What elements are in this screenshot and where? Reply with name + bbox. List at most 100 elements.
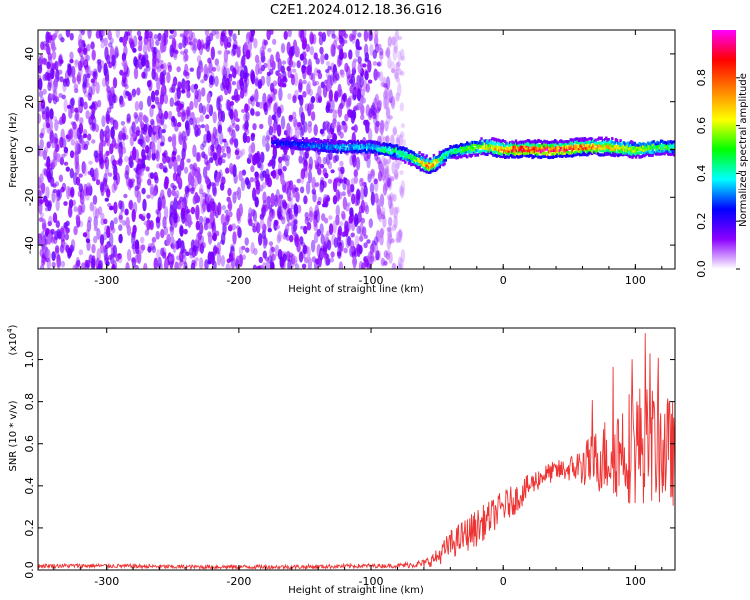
snr-x-ticks: -300 -200 -100 0 100 <box>53 328 663 588</box>
heatmap-cell <box>369 150 372 154</box>
heatmap-cell <box>387 56 392 69</box>
heatmap-cell <box>343 33 348 39</box>
heatmap-cell <box>320 143 324 147</box>
heatmap-cell <box>351 193 356 205</box>
x-tick-label: -300 <box>94 575 119 588</box>
heatmap-cell <box>326 139 330 142</box>
heatmap-cell <box>319 163 325 169</box>
heatmap-cell <box>325 61 331 67</box>
heatmap-cell <box>306 246 311 259</box>
heatmap-cell <box>46 69 51 79</box>
heatmap-cell <box>221 204 226 211</box>
heatmap-cell <box>97 206 103 216</box>
heatmap-cell <box>486 153 489 156</box>
heatmap-cell <box>400 48 405 61</box>
heatmap-cell <box>607 138 610 141</box>
heatmap-cell <box>158 108 163 120</box>
heatmap-cell <box>149 183 155 195</box>
heatmap-cell <box>379 51 384 60</box>
heatmap-cell <box>390 238 395 244</box>
heatmap-cell <box>330 30 336 37</box>
heatmap-cell <box>168 256 173 262</box>
heatmap-cell <box>443 153 446 157</box>
y-tick-label: 0 <box>23 146 36 153</box>
heatmap-cell <box>89 111 95 117</box>
heatmap-cell <box>117 146 122 154</box>
heatmap-cell <box>157 263 162 269</box>
heatmap-cell <box>332 133 338 142</box>
heatmap-cell <box>322 149 325 153</box>
heatmap-cell <box>325 104 330 114</box>
heatmap-cell <box>299 94 304 107</box>
heatmap-cell <box>200 124 206 129</box>
heatmap-cell <box>179 250 184 263</box>
spectrogram-heatmap <box>38 30 675 269</box>
heatmap-cell <box>162 62 167 73</box>
heatmap-cell <box>43 244 48 258</box>
heatmap-cell <box>385 135 390 144</box>
heatmap-cell <box>432 153 436 157</box>
heatmap-cell <box>38 189 42 203</box>
heatmap-cell <box>99 243 105 254</box>
heatmap-cell <box>316 228 321 237</box>
heatmap-cell <box>63 222 68 229</box>
heatmap-cell <box>303 195 308 205</box>
heatmap-cell <box>104 68 110 82</box>
heatmap-cell <box>282 75 287 82</box>
heatmap-cell <box>301 263 307 269</box>
heatmap-cell <box>305 217 311 222</box>
heatmap-cell <box>270 246 276 253</box>
heatmap-cell <box>374 93 380 105</box>
heatmap-cell <box>57 188 62 201</box>
heatmap-cell <box>383 150 387 154</box>
heatmap-cell <box>376 150 380 154</box>
heatmap-cell <box>296 60 301 69</box>
heatmap-cell <box>163 206 169 220</box>
heatmap-cell <box>51 251 56 262</box>
heatmap-cell <box>427 165 431 169</box>
heatmap-cell <box>218 169 223 184</box>
heatmap-cell <box>222 152 227 158</box>
heatmap-cell <box>172 240 177 253</box>
heatmap-cell <box>214 137 219 151</box>
heatmap-cell <box>134 100 140 112</box>
heatmap-cell <box>358 260 364 269</box>
heatmap-cell <box>236 208 241 222</box>
heatmap-cell <box>258 233 263 246</box>
heatmap-cell <box>651 144 654 148</box>
heatmap-cell <box>241 245 246 251</box>
heatmap-cell <box>127 30 132 36</box>
heatmap-cell <box>125 164 130 176</box>
heatmap-cell <box>545 143 549 147</box>
heatmap-cell <box>262 250 267 259</box>
heatmap-cell <box>237 226 242 239</box>
heatmap-cell <box>52 116 58 122</box>
heatmap-cell <box>320 53 325 65</box>
heatmap-cell <box>328 215 333 221</box>
heatmap-cell <box>213 245 218 255</box>
heatmap-cell <box>157 32 162 42</box>
heatmap-cell <box>80 202 86 214</box>
heatmap-cell <box>184 185 189 195</box>
heatmap-cell <box>41 236 46 251</box>
heatmap-cell <box>277 196 282 209</box>
heatmap-cell <box>358 205 364 214</box>
heatmap-cell <box>169 97 174 107</box>
heatmap-cell <box>190 187 195 195</box>
heatmap-cell <box>317 168 322 176</box>
heatmap-cell <box>393 206 398 219</box>
heatmap-cell <box>443 149 446 153</box>
heatmap-cell <box>103 247 108 260</box>
heatmap-cell <box>54 138 59 153</box>
heatmap-cell <box>289 144 293 148</box>
heatmap-cell <box>151 246 157 253</box>
heatmap-cell <box>365 83 370 93</box>
heatmap-cell <box>349 33 354 42</box>
heatmap-cell <box>418 151 421 155</box>
heatmap-cell <box>359 235 364 242</box>
heatmap-cell <box>382 183 388 196</box>
heatmap-cell <box>46 45 51 55</box>
heatmap-cell <box>466 155 469 159</box>
heatmap-cell <box>159 162 164 170</box>
